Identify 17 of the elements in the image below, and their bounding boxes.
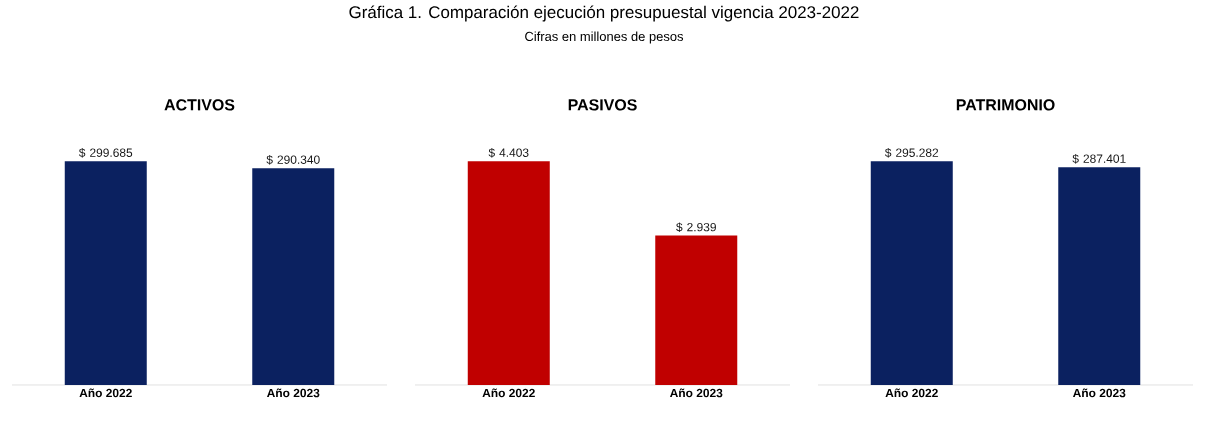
x-tick-label: Año 2022 xyxy=(79,388,132,398)
chart-title: PATRIMONIO xyxy=(956,99,1055,111)
x-tick-label: Año 2022 xyxy=(482,388,535,398)
text: Cifras en millones de pesos xyxy=(525,31,684,44)
data-label: $ 287.401 xyxy=(1072,153,1126,164)
chart-title: ACTIVOS xyxy=(164,99,235,111)
chart-title: PASIVOS xyxy=(568,99,637,111)
data-label: $ 290.340 xyxy=(266,154,320,165)
data-label: $ 4.403 xyxy=(488,147,529,158)
data-label: $ 295.282 xyxy=(884,147,939,158)
x-tick-label: Año 2023 xyxy=(266,388,320,398)
x-tick-label: Año 2022 xyxy=(885,388,938,398)
data-label: $ 299.685 xyxy=(78,147,133,158)
text: Gráfica 1. Comparación ejecución presupuestal vigencia 2023-2022 xyxy=(349,5,859,22)
x-tick-label: Año 2023 xyxy=(669,388,723,398)
data-label: $ 2.939 xyxy=(676,222,716,233)
x-tick-label: Año 2023 xyxy=(1072,388,1126,398)
